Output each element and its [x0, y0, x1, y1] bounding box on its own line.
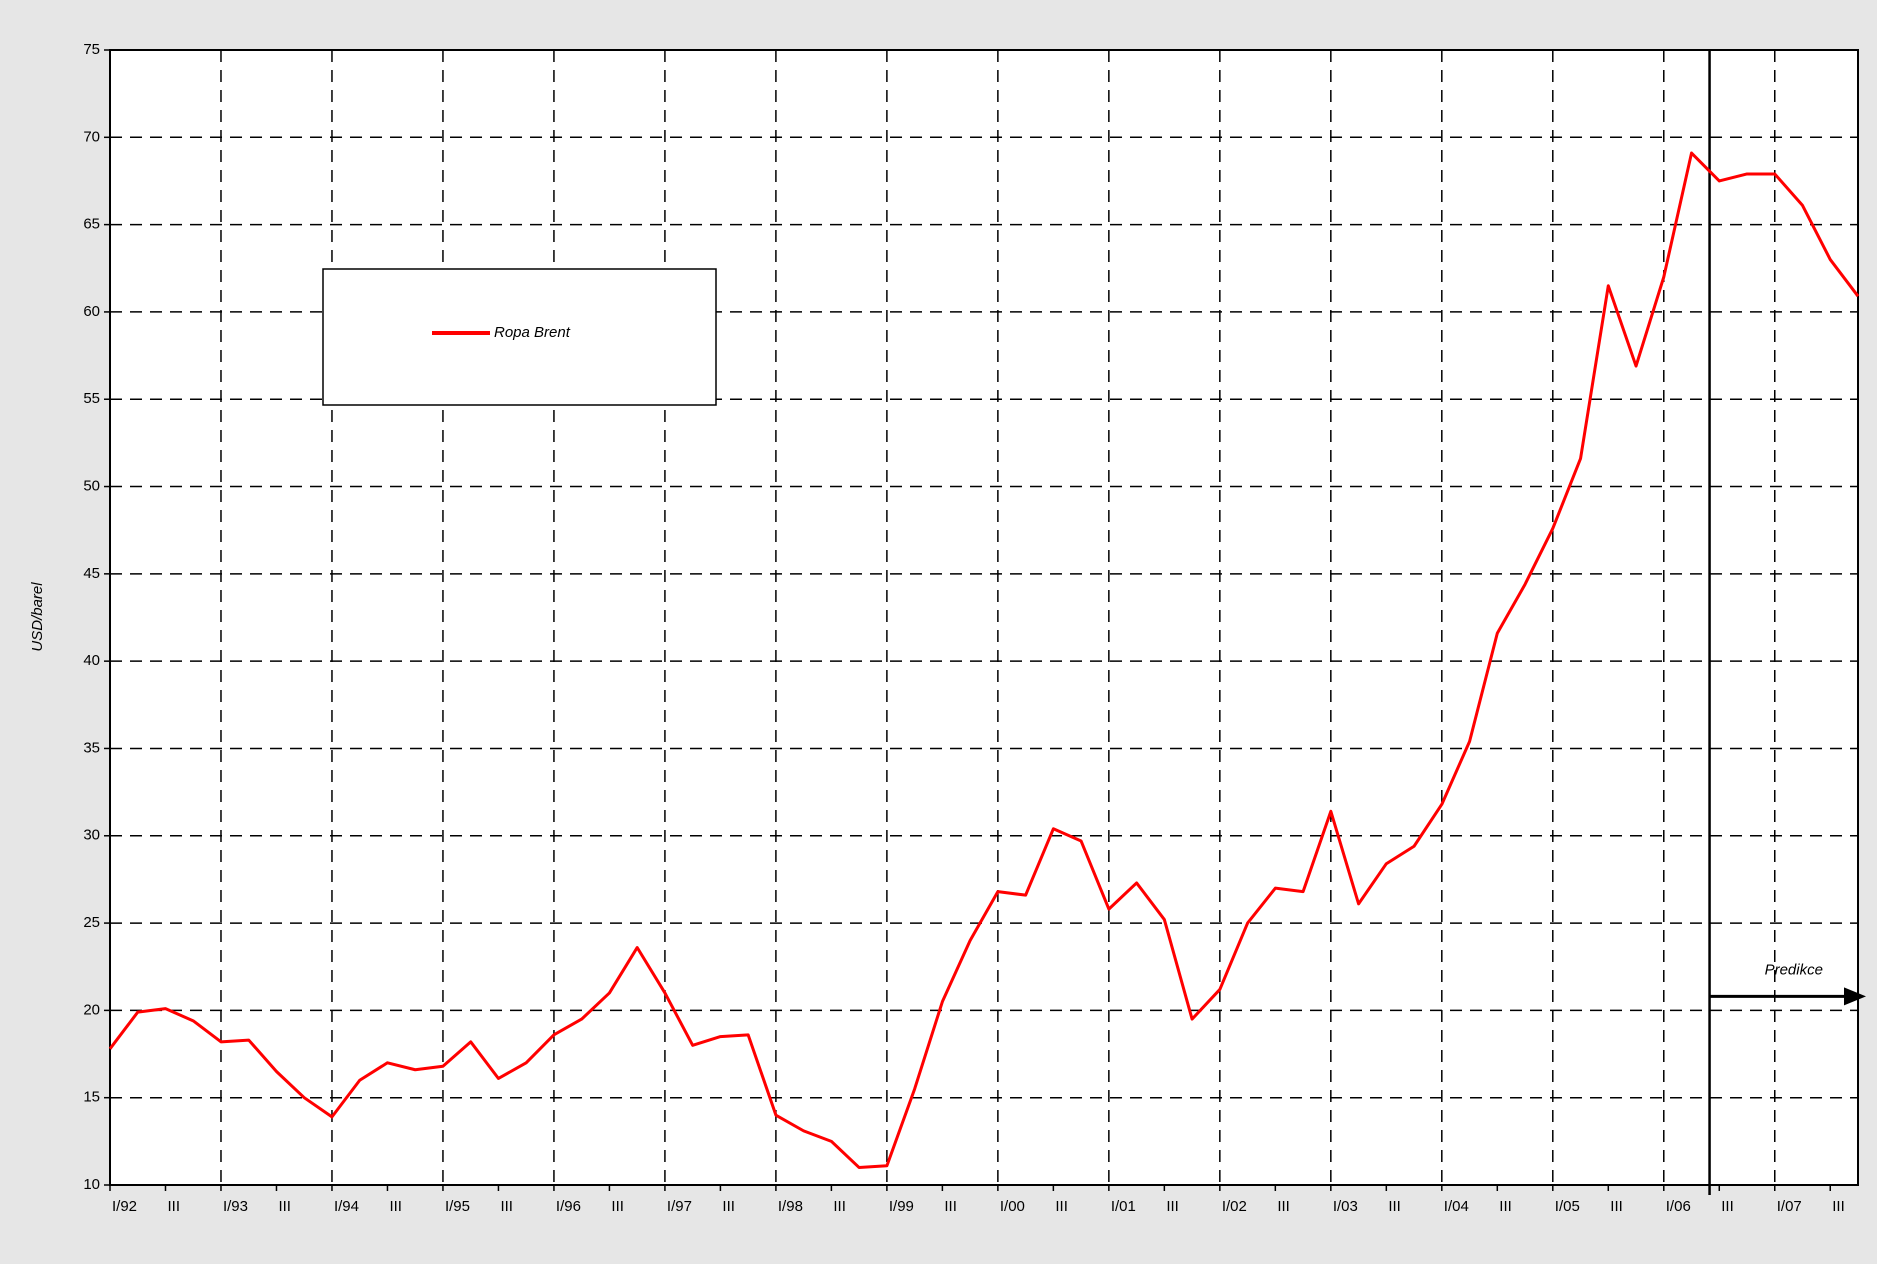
x-tick-label: I/94 [334, 1198, 359, 1215]
x-tick-label: I/02 [1222, 1198, 1247, 1215]
annotation: Predikce [1765, 961, 1823, 978]
x-tick-label: I/01 [1111, 1198, 1136, 1215]
y-tick-label: 50 [83, 478, 100, 495]
x-tick-label: I/98 [778, 1198, 803, 1215]
x-tick-label: I/95 [445, 1198, 470, 1215]
x-tick-label: I/96 [556, 1198, 581, 1215]
y-tick-label: 40 [83, 652, 100, 669]
x-tick-label: III [1499, 1198, 1512, 1215]
x-tick-label: III [1388, 1198, 1401, 1215]
plot-area [109, 49, 1859, 1186]
y-tick-label: 25 [83, 914, 100, 931]
y-tick-label: 60 [83, 303, 100, 320]
x-tick-label: III [722, 1198, 735, 1215]
x-tick-label: I/92 [112, 1198, 137, 1215]
y-tick-label: 55 [83, 390, 100, 407]
x-tick-label: I/05 [1555, 1198, 1580, 1215]
y-tick-label: 70 [83, 128, 100, 145]
legend-box [322, 268, 717, 406]
y-tick-label: 65 [83, 216, 100, 233]
x-tick-label: III [611, 1198, 624, 1215]
y-tick-label: 10 [83, 1176, 100, 1193]
x-tick-label: I/04 [1444, 1198, 1469, 1215]
x-tick-label: I/07 [1777, 1198, 1802, 1215]
x-tick-label: III [389, 1198, 402, 1215]
x-tick-label: III [1055, 1198, 1068, 1215]
x-tick-label: III [1166, 1198, 1179, 1215]
legend-label: Ropa Brent [494, 324, 571, 341]
y-tick-label: 30 [83, 827, 100, 844]
y-tick-label: 35 [83, 739, 100, 756]
x-tick-label: I/06 [1666, 1198, 1691, 1215]
x-tick-label: III [944, 1198, 957, 1215]
x-tick-label: III [1277, 1198, 1290, 1215]
x-tick-label: III [278, 1198, 291, 1215]
x-tick-label: III [1832, 1198, 1845, 1215]
arrow-head [1844, 987, 1866, 1006]
y-tick-label: 15 [83, 1089, 100, 1106]
y-tick-label: 20 [83, 1001, 100, 1018]
data-line [108, 151, 1860, 1170]
x-tick-label: III [500, 1198, 513, 1215]
x-tick-label: III [1721, 1198, 1734, 1215]
x-tick-label: I/97 [667, 1198, 692, 1215]
x-tick-label: I/93 [223, 1198, 248, 1215]
y-axis-label: USD/barel [29, 582, 46, 652]
y-tick-label: 75 [83, 41, 100, 58]
x-tick-label: III [1610, 1198, 1623, 1215]
x-tick-label: III [833, 1198, 846, 1215]
x-tick-label: I/00 [1000, 1198, 1025, 1215]
x-tick-label: III [167, 1198, 180, 1215]
y-tick-label: 45 [83, 565, 100, 582]
x-tick-label: I/99 [889, 1198, 914, 1215]
x-tick-label: I/03 [1333, 1198, 1358, 1215]
